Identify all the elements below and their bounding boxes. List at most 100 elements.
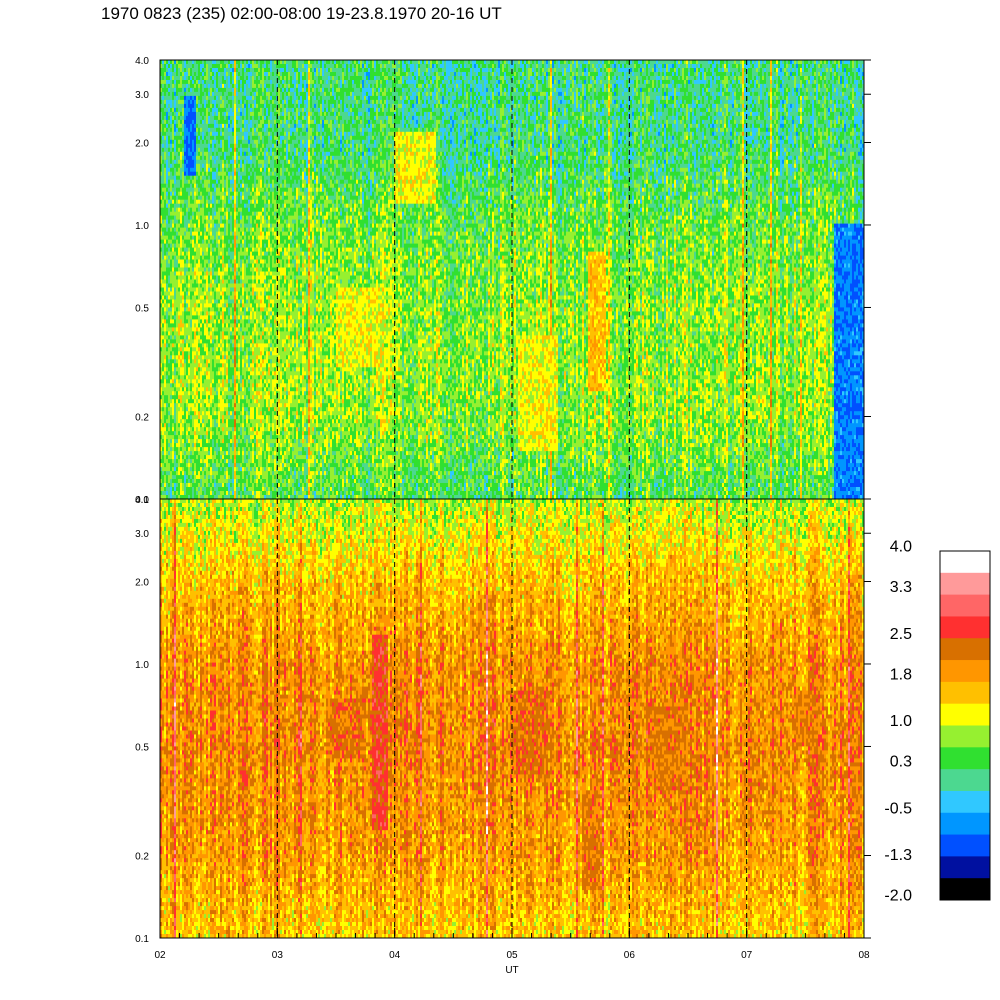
heatmap-cell bbox=[214, 60, 216, 65]
heatmap-cell bbox=[180, 495, 182, 499]
heatmap-cell bbox=[186, 295, 188, 301]
heatmap-cell bbox=[164, 431, 166, 436]
heatmap-cell bbox=[216, 319, 218, 328]
heatmap-cell bbox=[178, 459, 180, 468]
heatmap-cell bbox=[264, 431, 266, 452]
heatmap-cell bbox=[236, 119, 238, 125]
heatmap-cell bbox=[190, 151, 192, 157]
heatmap-cell bbox=[264, 87, 266, 101]
heatmap-cell bbox=[178, 247, 180, 257]
heatmap-cell bbox=[280, 91, 282, 101]
heatmap-cell bbox=[190, 131, 192, 153]
heatmap-cell bbox=[198, 103, 200, 109]
heatmap-cell bbox=[160, 307, 162, 324]
heatmap-cell bbox=[216, 363, 218, 372]
heatmap-cell bbox=[184, 68, 186, 73]
heatmap-cell bbox=[250, 287, 252, 293]
heatmap-cell bbox=[210, 439, 212, 448]
heatmap-cell bbox=[204, 435, 206, 440]
heatmap-cell bbox=[240, 207, 242, 213]
heatmap-cell bbox=[174, 359, 176, 364]
heatmap-cell bbox=[188, 459, 190, 464]
heatmap-cell bbox=[262, 363, 264, 368]
heatmap-cell bbox=[222, 115, 224, 125]
heatmap-cell bbox=[260, 307, 262, 312]
heatmap-cell bbox=[164, 303, 166, 308]
heatmap-cell bbox=[240, 283, 242, 289]
heatmap-cell bbox=[188, 379, 190, 384]
heatmap-cell bbox=[290, 247, 292, 253]
heatmap-cell bbox=[198, 479, 200, 484]
heatmap-cell bbox=[170, 395, 172, 400]
heatmap-cell bbox=[208, 183, 210, 189]
heatmap-cell bbox=[228, 127, 230, 133]
heatmap-cell bbox=[212, 183, 214, 189]
heatmap-cell bbox=[184, 247, 186, 253]
heatmap-cell bbox=[176, 403, 178, 436]
heatmap-cell bbox=[248, 199, 250, 205]
heatmap-cell bbox=[160, 76, 162, 81]
heatmap-cell bbox=[290, 239, 292, 245]
heatmap-cell bbox=[180, 255, 182, 261]
heatmap-cell bbox=[236, 403, 238, 412]
heatmap-cell bbox=[274, 143, 276, 149]
heatmap-cell bbox=[212, 251, 214, 257]
heatmap-cell bbox=[240, 127, 242, 133]
heatmap-cell bbox=[196, 175, 198, 181]
heatmap-cell bbox=[212, 387, 214, 396]
heatmap-cell bbox=[264, 263, 266, 273]
heatmap-cell bbox=[274, 147, 276, 153]
heatmap-cell bbox=[292, 68, 294, 73]
heatmap-cell bbox=[220, 139, 222, 149]
heatmap-cell bbox=[230, 83, 232, 93]
heatmap-cell bbox=[218, 483, 220, 488]
heatmap-cell bbox=[218, 387, 220, 400]
heatmap-cell bbox=[180, 471, 182, 480]
heatmap-cell bbox=[214, 487, 216, 492]
heatmap-cell bbox=[244, 115, 246, 121]
heatmap-cell bbox=[162, 64, 164, 69]
heatmap-cell bbox=[162, 95, 164, 101]
heatmap-cell bbox=[282, 183, 284, 189]
heatmap-cell bbox=[174, 467, 176, 472]
heatmap-cell bbox=[264, 343, 266, 348]
heatmap-cell bbox=[172, 203, 174, 209]
heatmap-cell bbox=[204, 471, 206, 476]
heatmap-cell bbox=[256, 76, 258, 89]
heatmap-cell bbox=[250, 427, 252, 432]
heatmap-cell bbox=[282, 203, 284, 209]
heatmap-cell bbox=[212, 60, 214, 65]
heatmap-cell bbox=[262, 435, 264, 440]
heatmap-cell bbox=[212, 127, 214, 133]
heatmap-cell bbox=[258, 163, 260, 169]
heatmap-cell bbox=[234, 68, 236, 73]
heatmap-cell bbox=[278, 183, 280, 189]
heatmap-cell bbox=[226, 123, 228, 129]
heatmap-cell bbox=[190, 391, 192, 396]
heatmap-cell bbox=[274, 279, 276, 285]
heatmap-cell bbox=[284, 267, 286, 277]
heatmap-cell bbox=[224, 115, 226, 121]
heatmap-cell bbox=[164, 475, 166, 484]
heatmap-cell bbox=[216, 355, 218, 360]
heatmap-cell bbox=[228, 179, 230, 189]
heatmap-cell bbox=[248, 407, 250, 412]
heatmap-cell bbox=[286, 335, 288, 340]
heatmap-cell bbox=[288, 91, 290, 97]
heatmap-cell bbox=[274, 491, 276, 499]
heatmap-cell bbox=[180, 211, 182, 225]
heatmap-cell bbox=[230, 351, 232, 356]
heatmap-cell bbox=[244, 447, 246, 464]
heatmap-cell bbox=[272, 60, 274, 73]
heatmap-cell bbox=[282, 415, 284, 420]
heatmap-cell bbox=[194, 175, 196, 185]
heatmap-cell bbox=[172, 259, 174, 269]
heatmap-cell bbox=[280, 475, 282, 484]
heatmap-cell bbox=[258, 415, 260, 420]
heatmap-cell bbox=[230, 60, 232, 65]
heatmap-cell bbox=[266, 315, 268, 320]
heatmap-cell bbox=[240, 443, 242, 464]
heatmap-cell bbox=[270, 339, 272, 344]
heatmap-cell bbox=[228, 283, 230, 297]
heatmap-cell bbox=[274, 227, 276, 233]
